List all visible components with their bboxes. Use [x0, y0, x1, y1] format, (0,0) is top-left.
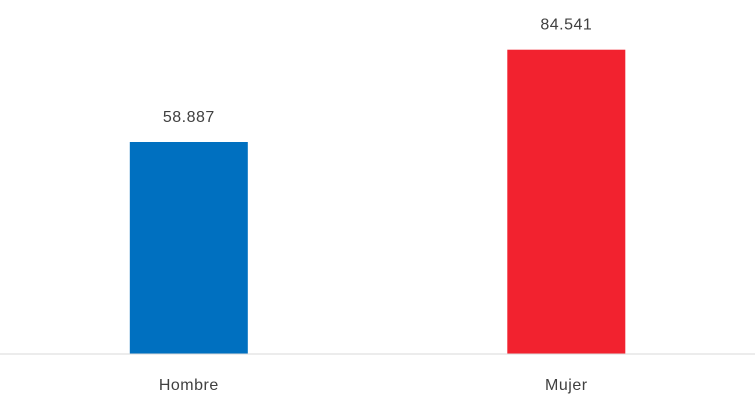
- x-tick-label-mujer: Mujer: [545, 377, 588, 394]
- data-label-mujer: 84.541: [540, 17, 592, 34]
- labels-layer: 58.887 84.541: [163, 17, 592, 126]
- x-tick-label-hombre: Hombre: [159, 377, 219, 394]
- bar-hombre: [129, 142, 248, 354]
- bars-layer: [129, 49, 626, 354]
- bar-mujer: [507, 49, 626, 354]
- data-label-hombre: 58.887: [163, 109, 215, 126]
- x-tick-labels: Hombre Mujer: [159, 377, 588, 394]
